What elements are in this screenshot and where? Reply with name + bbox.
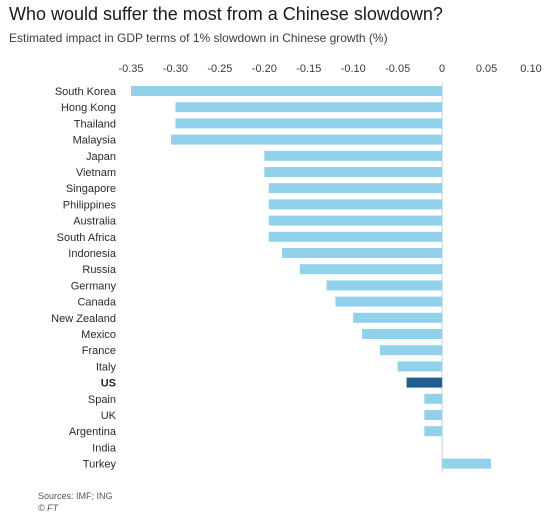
bar xyxy=(406,377,443,388)
x-tick-label: 0.10 xyxy=(520,63,541,75)
category-label: Italy xyxy=(96,361,117,373)
x-tick-label: -0.25 xyxy=(207,63,232,75)
chart-subtitle: Estimated impact in GDP terms of 1% slow… xyxy=(9,31,388,45)
x-tick-label: 0 xyxy=(439,63,445,75)
chart-title: Who would suffer the most from a Chinese… xyxy=(9,4,443,24)
bar xyxy=(397,361,443,372)
bar xyxy=(326,280,443,291)
category-label: Turkey xyxy=(83,459,117,471)
category-label: Japan xyxy=(86,151,116,163)
category-label: Russia xyxy=(82,264,117,276)
bar xyxy=(268,215,443,226)
bar xyxy=(131,86,443,96)
bar xyxy=(268,199,443,210)
category-label: Philippines xyxy=(63,199,117,211)
bar xyxy=(171,134,443,145)
bar xyxy=(264,167,443,177)
source-text: Sources: IMF; ING xyxy=(38,491,113,501)
bar xyxy=(264,150,443,161)
category-label: Malaysia xyxy=(73,135,117,147)
credit-text: © FT xyxy=(38,503,59,513)
category-label: US xyxy=(101,378,116,390)
category-label: Singapore xyxy=(66,183,116,195)
bar xyxy=(424,410,443,420)
x-tick-label: -0.35 xyxy=(118,63,143,75)
category-label: Thailand xyxy=(74,118,116,130)
bar xyxy=(268,231,443,242)
category-label: South Africa xyxy=(57,232,117,244)
bar xyxy=(362,329,443,339)
bar xyxy=(353,312,443,323)
category-label: South Korea xyxy=(55,86,117,98)
category-label: Vietnam xyxy=(76,167,116,179)
bar xyxy=(282,248,443,258)
category-label: Spain xyxy=(88,394,116,406)
x-tick-label: -0.20 xyxy=(252,63,277,75)
bar xyxy=(175,102,443,113)
x-tick-label: 0.05 xyxy=(476,63,497,75)
category-label: Mexico xyxy=(81,329,116,341)
bar xyxy=(442,458,491,469)
bar xyxy=(379,345,443,356)
category-label: Argentina xyxy=(69,426,117,438)
category-label: UK xyxy=(101,410,117,422)
category-label: Hong Kong xyxy=(61,102,116,114)
category-label: India xyxy=(92,442,117,454)
bar xyxy=(175,118,443,129)
category-label: France xyxy=(82,345,116,357)
x-tick-label: -0.30 xyxy=(163,63,188,75)
category-label: Canada xyxy=(77,297,116,309)
source-note: Sources: IMF; ING © FT xyxy=(38,490,113,514)
category-label: Germany xyxy=(71,280,117,292)
x-tick-label: -0.10 xyxy=(341,63,366,75)
bar xyxy=(424,426,443,437)
x-tick-label: -0.05 xyxy=(385,63,410,75)
category-label: Indonesia xyxy=(68,248,117,260)
bar xyxy=(335,296,443,307)
bar xyxy=(424,393,443,404)
bar xyxy=(299,264,443,275)
category-label: New Zealand xyxy=(51,313,116,325)
x-tick-label: -0.15 xyxy=(296,63,321,75)
category-label: Australia xyxy=(73,216,117,228)
bar xyxy=(268,183,443,194)
